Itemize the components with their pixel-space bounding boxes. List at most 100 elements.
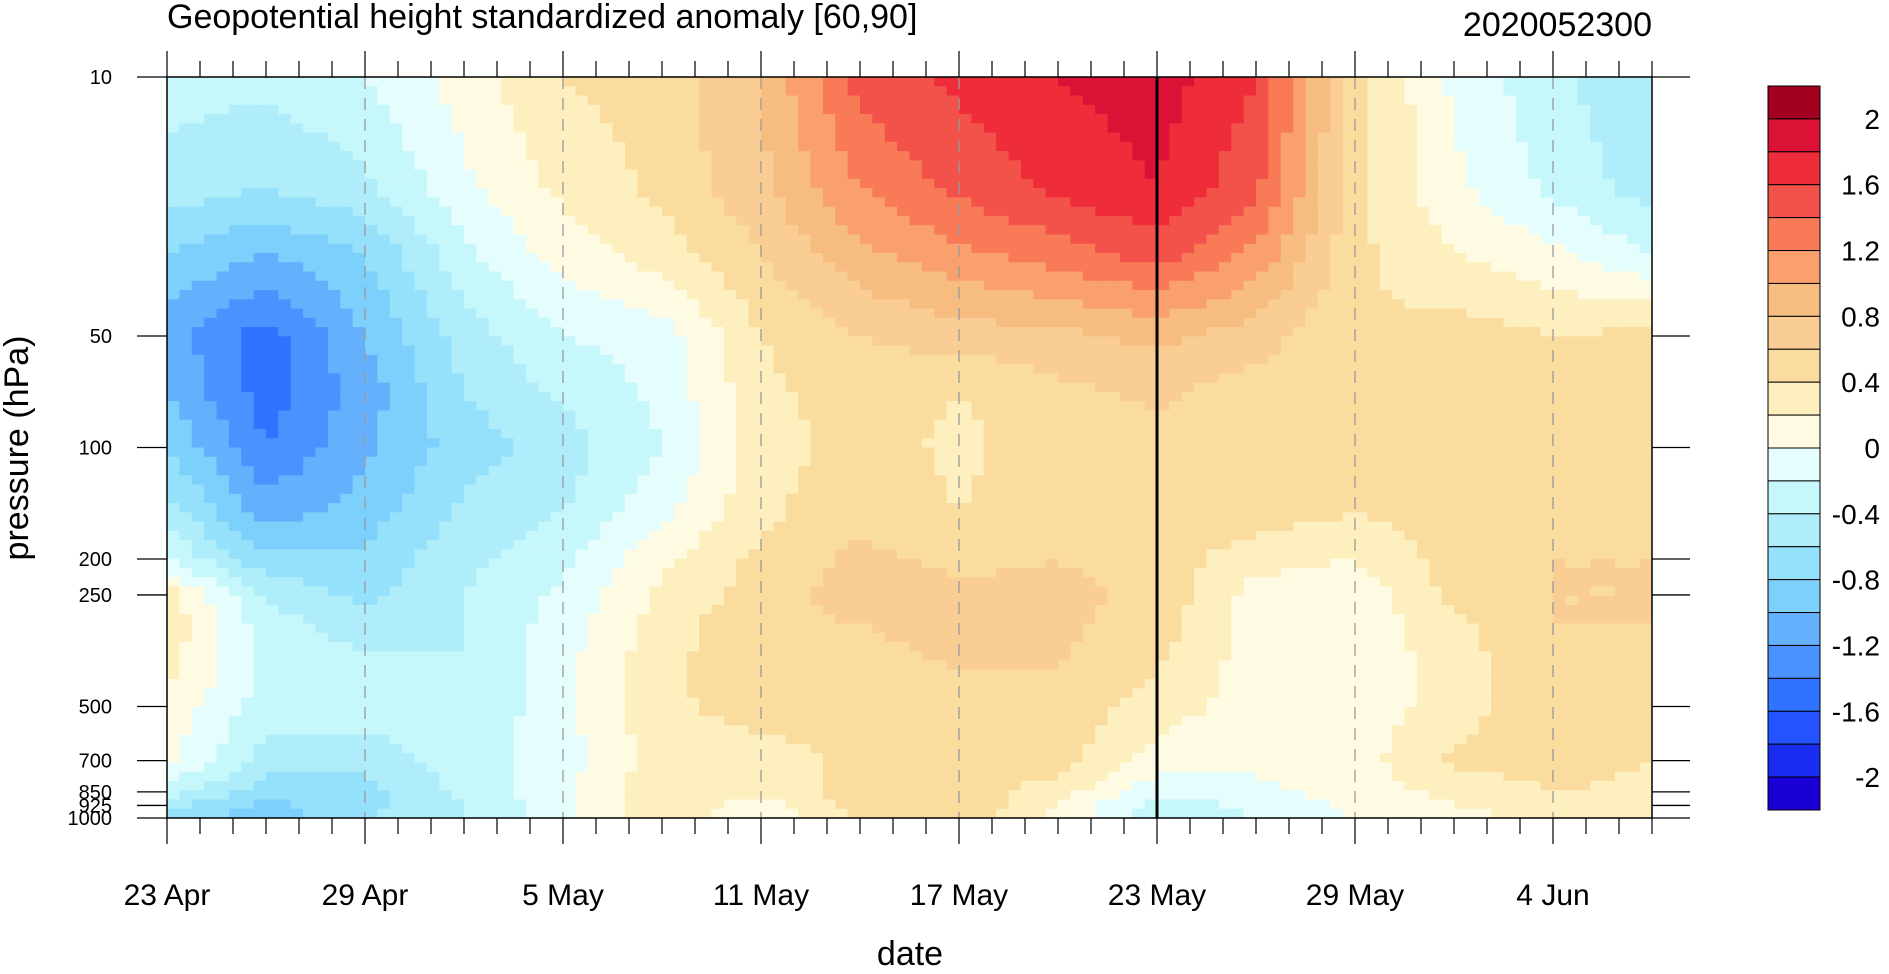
heatmap-cell [1218,141,1232,152]
heatmap-cell [798,215,812,226]
heatmap-cell [983,327,997,337]
heatmap-cell [402,401,416,412]
heatmap-cell [1515,271,1529,282]
heatmap-cell [414,197,428,208]
heatmap-cell [525,77,539,87]
heatmap-cell [1590,252,1604,263]
heatmap-cell [897,188,911,199]
heatmap-cell [1020,308,1034,319]
heatmap-cell [563,447,576,458]
heatmap-cell [352,234,366,245]
heatmap-cell [1416,317,1430,328]
heatmap-cell [810,345,824,356]
heatmap-cell [1553,104,1566,115]
heatmap-cell [971,280,985,291]
heatmap-cell [501,373,515,384]
heatmap-cell [1602,308,1616,319]
heatmap-cell [303,77,317,87]
heatmap-cell [909,86,923,97]
heatmap-cell [723,336,737,347]
heatmap-cell [934,141,948,152]
heatmap-cell [612,234,626,245]
heatmap-cell [1416,308,1430,319]
heatmap-cell [278,206,292,217]
heatmap-cell [1058,401,1071,412]
heatmap-cell [1627,243,1641,254]
heatmap-cell [253,234,267,245]
heatmap-cell [723,225,737,236]
heatmap-cell [847,447,861,458]
heatmap-cell [1528,104,1542,115]
heatmap-cell [711,419,725,430]
heatmap-cell [1020,160,1034,171]
heatmap-cell [1058,391,1071,402]
heatmap-cell [501,206,515,217]
heatmap-cell [451,123,465,134]
heatmap-cell [167,345,180,356]
heatmap-cell [1416,428,1430,439]
heatmap-cell [1119,77,1133,87]
heatmap-cell [1379,86,1393,97]
heatmap-cell [1157,123,1170,134]
heatmap-cell [1565,280,1579,291]
heatmap-cell [1503,354,1517,365]
heatmap-cell [1305,123,1319,134]
heatmap-cell [1478,252,1492,263]
heatmap-cell [1577,215,1591,226]
heatmap-cell [884,197,898,208]
heatmap-cell [1602,243,1616,254]
heatmap-cell [1169,160,1183,171]
heatmap-cell [1280,206,1294,217]
heatmap-cell [959,234,972,245]
heatmap-cell [1157,345,1170,356]
heatmap-cell [402,354,416,365]
heatmap-cell [810,178,824,189]
heatmap-cell [1020,428,1034,439]
heatmap-cell [253,401,267,412]
heatmap-cell [513,401,527,412]
heatmap-cell [649,262,663,273]
heatmap-cell [1218,77,1232,87]
heatmap-cell [167,391,180,402]
heatmap-cell [674,169,688,180]
heatmap-cell [1119,197,1133,208]
heatmap-cell [1218,225,1232,236]
heatmap-cell [167,114,180,124]
heatmap-cell [1317,95,1331,106]
heatmap-cell [179,428,193,439]
heatmap-cell [538,104,552,115]
heatmap-cell [711,95,725,106]
heatmap-cell [872,447,886,458]
heatmap-cell [822,141,836,152]
heatmap-cell [1503,447,1517,458]
heatmap-cell [488,336,502,347]
heatmap-cell [1466,401,1480,412]
heatmap-cell [266,169,279,180]
heatmap-cell [1553,169,1566,180]
heatmap-cell [1280,317,1294,328]
heatmap-cell [513,206,527,217]
heatmap-cell [1590,354,1604,365]
heatmap-cell [488,188,502,199]
heatmap-cell [228,280,242,291]
heatmap-cell [1082,104,1096,115]
heatmap-cell [563,419,576,430]
heatmap-cell [736,234,750,245]
heatmap-cell [1119,280,1133,291]
heatmap-cell [513,317,527,328]
heatmap-cell [476,280,490,291]
heatmap-cell [600,77,614,87]
heatmap-cell [1355,104,1368,115]
heatmap-cell [290,345,304,356]
heatmap-cell [835,123,849,134]
heatmap-cell [897,438,911,449]
heatmap-cell [550,382,564,393]
heatmap-cell [909,447,923,458]
heatmap-cell [785,419,799,430]
heatmap-cell [1256,225,1269,236]
heatmap-cell [1206,364,1220,374]
heatmap-cell [1553,327,1566,337]
heatmap-cell [513,280,527,291]
heatmap-cell [1243,364,1257,374]
heatmap-cell [785,104,799,115]
